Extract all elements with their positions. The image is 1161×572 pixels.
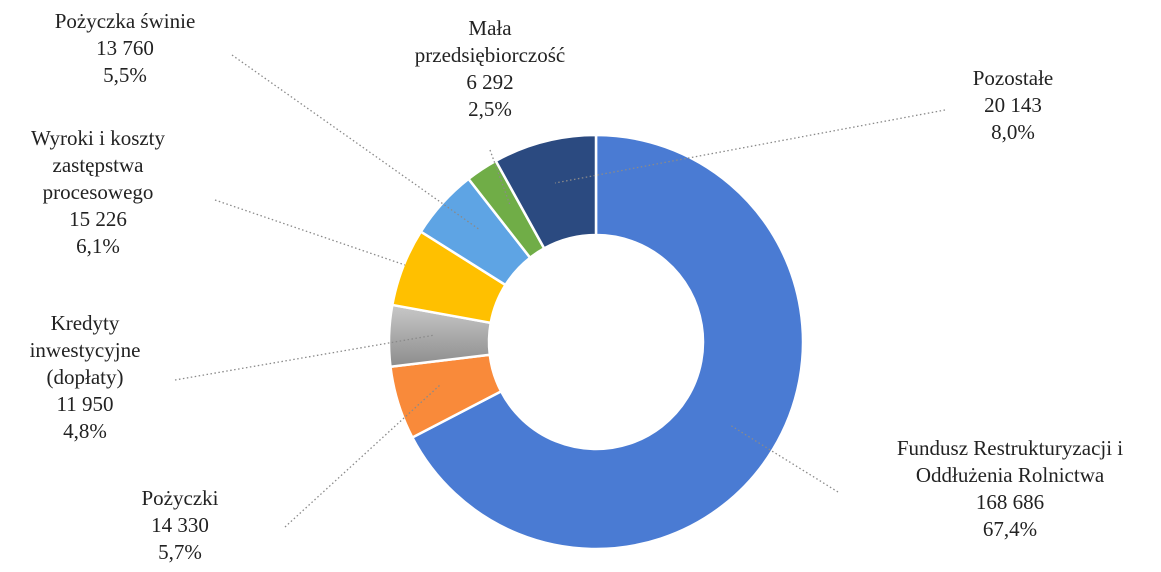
category-name: Wyroki i koszty zastępstwa procesowego (30, 126, 166, 204)
data-label: Pozostałe 20 143 8,0% (913, 65, 1113, 146)
category-name: Pozostałe (972, 66, 1054, 90)
value-label: 20 143 (984, 93, 1042, 117)
percent-label: 5,5% (103, 63, 147, 87)
category-name: Kredyty inwestycyjne (dopłaty) (29, 311, 141, 389)
leader-line (231, 54, 481, 231)
percent-label: 4,8% (63, 419, 107, 443)
value-label: 11 950 (56, 392, 114, 416)
data-label: Pożyczka świnie 13 760 5,5% (0, 8, 250, 89)
slice (494, 133, 598, 251)
data-label: Fundusz Restrukturyzacji i Oddłużenia Ro… (894, 435, 1126, 543)
leader-line (729, 424, 839, 493)
category-name: Mała przedsiębiorczość (414, 16, 566, 67)
slices (387, 133, 805, 551)
data-label: Wyroki i koszty zastępstwa procesowego 15… (18, 125, 178, 260)
leader-line (489, 149, 511, 206)
data-label: Pożyczki 14 330 5,7% (80, 485, 280, 566)
value-label: 13 760 (96, 36, 154, 60)
percent-label: 2,5% (468, 97, 512, 121)
slice (410, 133, 805, 551)
leader-line (214, 199, 406, 266)
category-name: Fundusz Restrukturyzacji i Oddłużenia Ro… (896, 436, 1124, 487)
value-label: 14 330 (151, 513, 209, 537)
value-label: 15 226 (69, 207, 127, 231)
data-label: Kredyty inwestycyjne (dopłaty) 11 950 4,8% (15, 310, 155, 445)
percent-label: 8,0% (991, 120, 1035, 144)
value-label: 168 686 (975, 490, 1045, 514)
leader-lines (174, 54, 946, 528)
leader-line (284, 384, 441, 528)
data-label: Mała przedsiębiorczość 6 292 2,5% (400, 15, 580, 123)
value-label: 6 292 (466, 70, 514, 94)
percent-label: 67,4% (982, 517, 1038, 541)
percent-label: 6,1% (76, 234, 120, 258)
category-name: Pożyczka świnie (54, 9, 196, 33)
category-name: Pożyczki (141, 486, 219, 510)
percent-label: 5,7% (158, 540, 202, 564)
